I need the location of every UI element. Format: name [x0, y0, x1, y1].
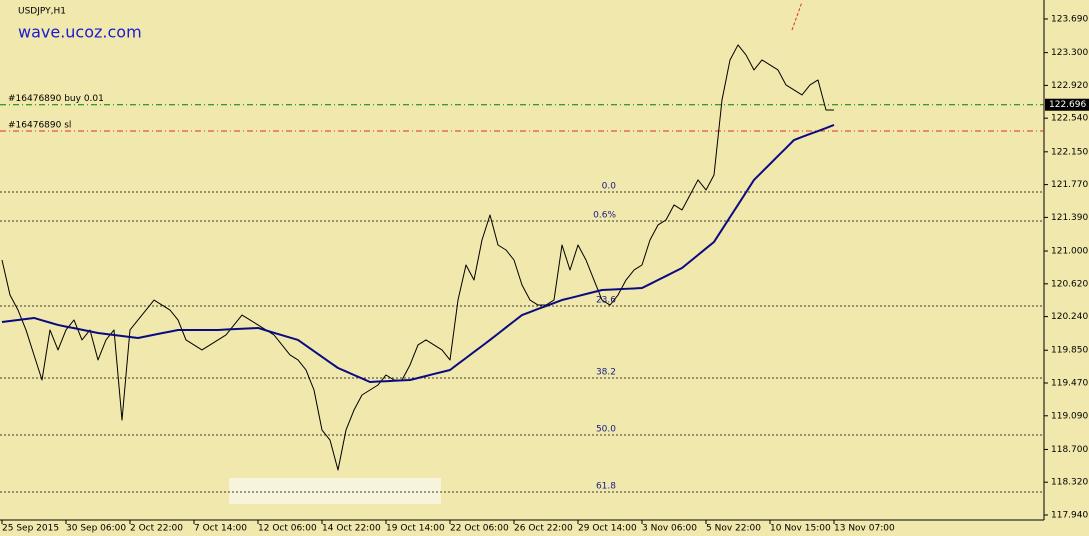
price-line [1, 44, 834, 471]
order-label: #16476890 sl [8, 120, 71, 130]
fib-label: 23.6 [596, 295, 616, 305]
x-tick-label: 2 Oct 22:00 [130, 524, 183, 534]
order-label: #16476890 buy 0.01 [8, 94, 104, 104]
x-tick-label: 12 Oct 06:00 [258, 524, 317, 534]
x-tick-label: 7 Oct 14:00 [194, 524, 247, 534]
chart-title: USDJPY,H1 [18, 7, 66, 17]
fib-label: 50.0 [596, 425, 616, 435]
y-tick-label: 119.090 [1051, 411, 1088, 421]
y-tick-label: 118.700 [1051, 445, 1088, 455]
x-tick-label: 30 Sep 06:00 [66, 524, 126, 534]
y-tick-label: 123.690 [1051, 14, 1088, 24]
highlight-zone [229, 478, 441, 504]
x-tick-label: 29 Oct 14:00 [578, 524, 637, 534]
y-tick-label: 123.300 [1051, 48, 1088, 58]
fib-label: 38.2 [596, 368, 616, 378]
y-tick-label: 118.320 [1051, 478, 1088, 488]
x-tick-label: 22 Oct 06:00 [450, 524, 509, 534]
x-tick-label: 14 Oct 22:00 [322, 524, 381, 534]
y-tick-label: 119.850 [1051, 346, 1088, 356]
x-tick-label: 19 Oct 14:00 [386, 524, 445, 534]
fib-label: 61.8 [596, 481, 616, 491]
x-tick-label: 13 Nov 07:00 [834, 524, 895, 534]
moving-average [1, 124, 835, 383]
x-tick-label: 10 Nov 15:00 [770, 524, 831, 534]
y-tick-label: 121.000 [1051, 247, 1088, 257]
y-tick-label: 121.390 [1051, 213, 1088, 223]
y-tick-label: 122.540 [1051, 114, 1088, 124]
y-tick-label: 120.620 [1051, 279, 1088, 289]
y-tick-label: 117.940 [1051, 510, 1088, 520]
y-tick-label: 122.920 [1051, 81, 1088, 91]
x-tick-label: 5 Nov 22:00 [706, 524, 761, 534]
fib-label: 0.6% [593, 211, 616, 221]
watermark: wave.ucoz.com [18, 23, 142, 42]
y-tick-label: 119.470 [1051, 379, 1088, 389]
y-tick-label: 120.240 [1051, 312, 1088, 322]
x-tick-label: 25 Sep 2015 [2, 524, 59, 534]
y-tick-label: 121.770 [1051, 180, 1088, 190]
y-tick-label: 122.150 [1051, 147, 1088, 157]
fib-label: 0.0 [602, 182, 617, 192]
x-tick-label: 26 Oct 22:00 [514, 524, 573, 534]
price-box [1045, 98, 1089, 111]
x-tick-label: 3 Nov 06:00 [642, 524, 697, 534]
price-box-label: 122.696 [1049, 100, 1086, 110]
